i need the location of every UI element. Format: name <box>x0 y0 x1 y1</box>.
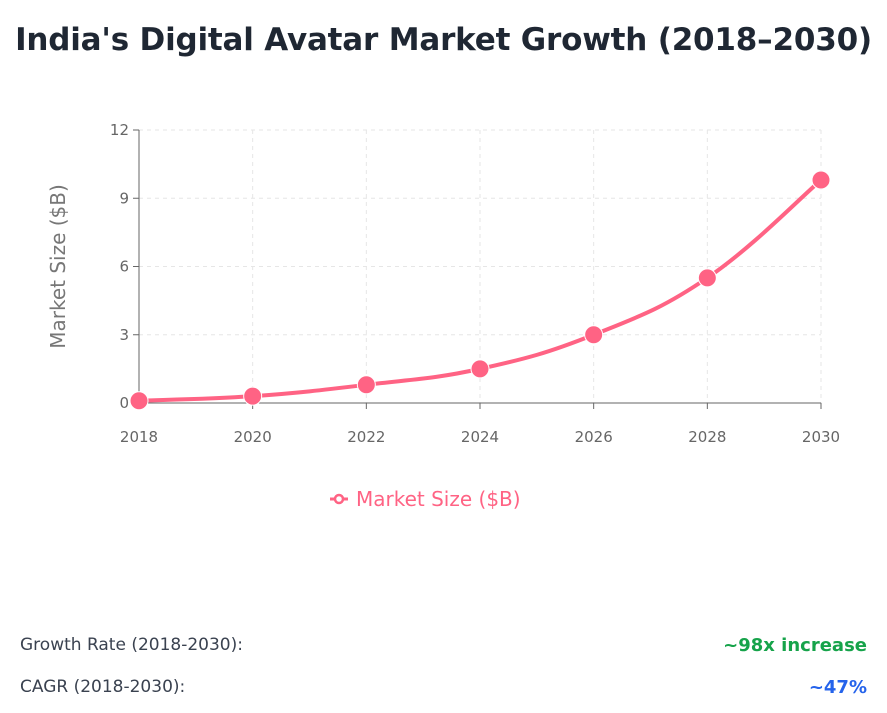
growth-rate-value: ~98x increase <box>723 634 867 656</box>
data-point <box>129 391 149 411</box>
x-tick-label: 2022 <box>347 428 385 446</box>
x-tick-label: 2028 <box>688 428 726 446</box>
x-tick-label: 2024 <box>461 428 499 446</box>
data-point <box>811 170 831 190</box>
x-tick-label: 2020 <box>234 428 272 446</box>
data-point <box>697 268 717 288</box>
y-tick-label: 0 <box>119 394 129 412</box>
stat-row-growth-rate: Growth Rate (2018-2030): ~98x increase <box>20 632 867 658</box>
legend-label: Market Size ($B) <box>356 487 521 511</box>
chart-card: India's Digital Avatar Market Growth (20… <box>15 22 873 511</box>
stats-panel: Growth Rate (2018-2030): ~98x increase C… <box>0 555 887 713</box>
x-tick-label: 2018 <box>120 428 158 446</box>
data-point <box>470 359 490 379</box>
x-tick-label: 2026 <box>575 428 613 446</box>
cagr-value: ~47% <box>808 676 867 698</box>
y-axis-label: Market Size ($B) <box>46 184 70 349</box>
cagr-label: CAGR (2018-2030): <box>20 677 186 697</box>
y-tick-label: 12 <box>110 121 129 139</box>
y-tick-label: 3 <box>119 326 129 344</box>
data-point <box>243 386 263 406</box>
market-line-chart: 0 3 6 9 12 2018 2020 2022 2024 2026 2028 2030 Market… <box>46 121 840 511</box>
x-tick-label: 2030 <box>802 428 840 446</box>
growth-rate-label: Growth Rate (2018-2030): <box>20 635 243 655</box>
data-point <box>356 375 376 395</box>
y-tick-label: 6 <box>119 258 129 276</box>
page-title: India's Digital Avatar Market Growth (20… <box>15 22 872 58</box>
data-point <box>584 325 604 345</box>
stat-row-cagr: CAGR (2018-2030): ~47% <box>20 674 867 700</box>
legend-marker-icon <box>333 493 345 505</box>
y-tick-label: 9 <box>119 189 129 207</box>
